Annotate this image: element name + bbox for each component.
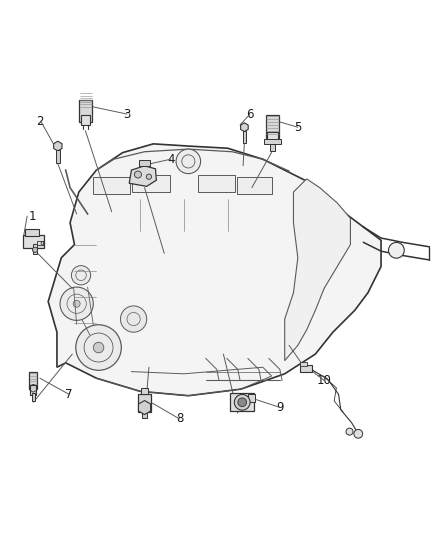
- Bar: [237, 177, 272, 194]
- Bar: [29, 372, 37, 389]
- Bar: [132, 175, 170, 191]
- Bar: [37, 241, 43, 246]
- Circle shape: [76, 325, 121, 370]
- Circle shape: [238, 398, 247, 407]
- Circle shape: [346, 428, 353, 435]
- Polygon shape: [240, 123, 248, 132]
- Polygon shape: [129, 166, 156, 187]
- Bar: [267, 132, 278, 142]
- Circle shape: [73, 300, 80, 307]
- Bar: [32, 393, 35, 401]
- Bar: [139, 159, 150, 166]
- Bar: [248, 393, 255, 402]
- Polygon shape: [48, 144, 381, 395]
- Text: 1: 1: [29, 209, 37, 223]
- Bar: [23, 236, 44, 248]
- Text: 8: 8: [176, 413, 183, 425]
- Circle shape: [146, 174, 152, 179]
- Circle shape: [234, 394, 250, 410]
- Bar: [138, 394, 151, 413]
- Circle shape: [120, 306, 147, 332]
- Bar: [243, 131, 246, 142]
- Bar: [141, 388, 148, 393]
- Bar: [270, 144, 275, 151]
- Bar: [198, 175, 236, 191]
- Bar: [93, 177, 131, 194]
- Text: 5: 5: [294, 120, 301, 134]
- Bar: [266, 115, 279, 138]
- Circle shape: [93, 342, 104, 353]
- Text: 4: 4: [167, 152, 175, 166]
- Text: 9: 9: [276, 401, 284, 414]
- Bar: [33, 244, 37, 254]
- Bar: [25, 229, 39, 236]
- Bar: [300, 365, 312, 372]
- Bar: [56, 150, 60, 163]
- Polygon shape: [138, 400, 151, 415]
- Circle shape: [176, 149, 201, 174]
- Text: 7: 7: [65, 388, 73, 401]
- Polygon shape: [53, 141, 62, 151]
- Bar: [230, 393, 254, 411]
- Bar: [264, 139, 281, 144]
- Circle shape: [60, 287, 93, 320]
- Bar: [81, 115, 90, 125]
- Circle shape: [71, 265, 91, 285]
- Circle shape: [389, 243, 404, 258]
- Bar: [79, 100, 92, 122]
- Bar: [300, 361, 307, 366]
- Text: 3: 3: [124, 108, 131, 120]
- Circle shape: [354, 430, 363, 438]
- Text: 10: 10: [317, 374, 332, 387]
- Text: 6: 6: [246, 108, 254, 121]
- Bar: [30, 385, 36, 395]
- Circle shape: [32, 247, 38, 253]
- Polygon shape: [285, 179, 350, 361]
- Text: 2: 2: [36, 115, 44, 127]
- Circle shape: [134, 171, 141, 178]
- Bar: [142, 410, 147, 418]
